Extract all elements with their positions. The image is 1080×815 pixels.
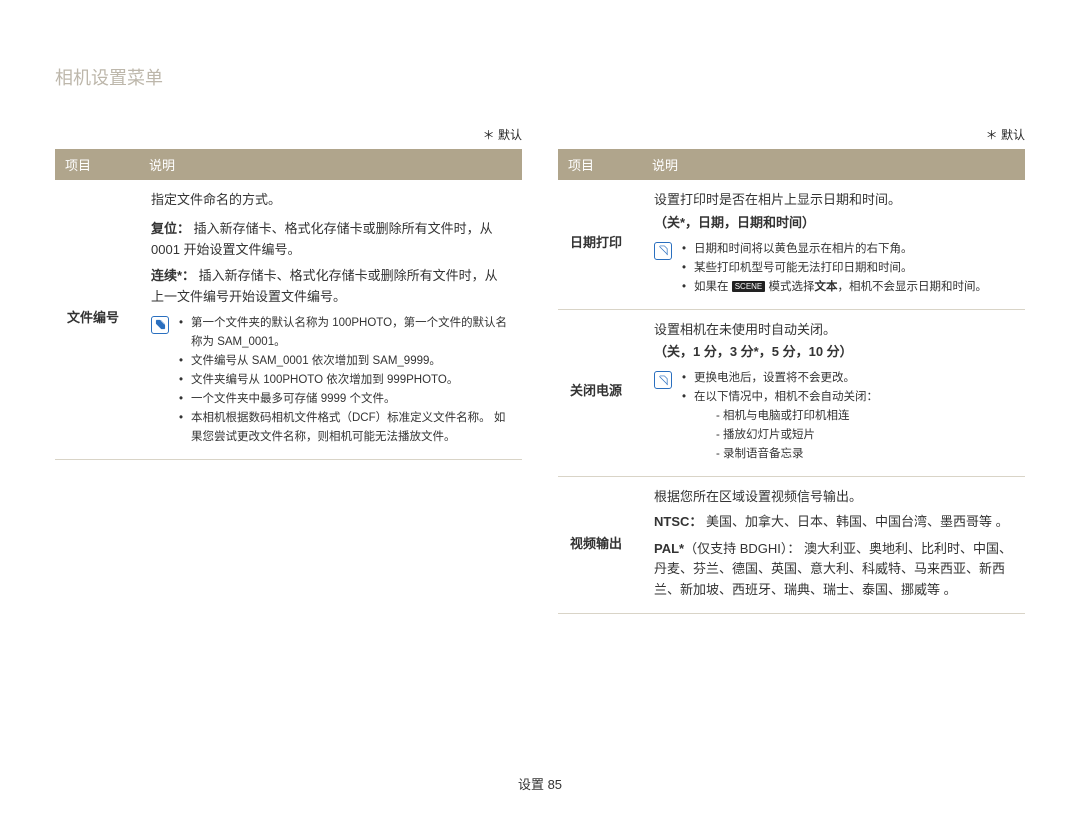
item-power-off: 关闭电源	[558, 309, 642, 476]
power-note-txt: 更换电池后，设置将不会更改。 在以下情况中，相机不会自动关闭： 相机与电脑或打印…	[682, 369, 878, 464]
columns: ＊ 默认 项目 说明 文件编号 指定文件命名的方式。 复位： 插入新存储卡、格式…	[55, 126, 1025, 614]
desc-file-number: 指定文件命名的方式。 复位： 插入新存储卡、格式化存储卡或删除所有文件时，从 0…	[139, 180, 522, 459]
list-item: 更换电池后，设置将不会更改。	[682, 369, 878, 388]
list-item: 本相机根据数码相机文件格式（DCF）标准定义文件名称。 如果您尝试更改文件名称，…	[179, 409, 510, 447]
list-item: 如果在 SCENE 模式选择文本，相机不会显示日期和时间。	[682, 278, 987, 297]
note-icon	[151, 316, 169, 334]
file-opt-reset: 复位： 插入新存储卡、格式化存储卡或删除所有文件时，从 0001 开始设置文件编…	[151, 219, 510, 261]
power-opts: （关，1 分，3 分*，5 分，10 分）	[654, 342, 1013, 363]
list-item: 第一个文件夹的默认名称为 100PHOTO，第一个文件的默认名称为 SAM_00…	[179, 314, 510, 352]
date-opts: （关*，日期，日期和时间）	[654, 213, 1013, 234]
power-intro: 设置相机在未使用时自动关闭。	[654, 320, 1013, 341]
mode-icon: SCENE	[732, 281, 766, 293]
right-table: 项目 说明 日期打印 设置打印时是否在相片上显示日期和时间。 （关*，日期，日期…	[558, 149, 1025, 614]
table-row: 文件编号 指定文件命名的方式。 复位： 插入新存储卡、格式化存储卡或删除所有文件…	[55, 180, 522, 459]
desc-power-off: 设置相机在未使用时自动关闭。 （关，1 分，3 分*，5 分，10 分） 更换电…	[642, 309, 1025, 476]
default-note-right: ＊ 默认	[558, 126, 1025, 143]
list-item: 在以下情况中，相机不会自动关闭： 相机与电脑或打印机相连 播放幻灯片或短片 录制…	[682, 388, 878, 464]
date-notes: 日期和时间将以黄色显示在相片的右下角。 某些打印机型号可能无法打印日期和时间。 …	[654, 240, 1013, 297]
video-ntsc: NTSC： 美国、加拿大、日本、韩国、中国台湾、墨西哥等 。	[654, 512, 1013, 533]
item-file-number: 文件编号	[55, 180, 139, 459]
page: 相机设置菜单 ＊ 默认 项目 说明 文件编号 指定文件命名的方式。 复位： 插入…	[0, 0, 1080, 614]
file-intro: 指定文件命名的方式。	[151, 190, 510, 211]
table-row: 日期打印 设置打印时是否在相片上显示日期和时间。 （关*，日期，日期和时间） 日…	[558, 180, 1025, 309]
item-date-print: 日期打印	[558, 180, 642, 309]
date-intro: 设置打印时是否在相片上显示日期和时间。	[654, 190, 1013, 211]
date-note-list: 日期和时间将以黄色显示在相片的右下角。 某些打印机型号可能无法打印日期和时间。 …	[682, 240, 987, 297]
note-icon	[654, 242, 672, 260]
desc-date-print: 设置打印时是否在相片上显示日期和时间。 （关*，日期，日期和时间） 日期和时间将…	[642, 180, 1025, 309]
page-title: 相机设置菜单	[55, 64, 1025, 90]
table-row: 关闭电源 设置相机在未使用时自动关闭。 （关，1 分，3 分*，5 分，10 分…	[558, 309, 1025, 476]
desc-video-out: 根据您所在区域设置视频信号输出。 NTSC： 美国、加拿大、日本、韩国、中国台湾…	[642, 476, 1025, 613]
video-pal: PAL*（仅支持 BDGHI）： 澳大利亚、奥地利、比利时、中国、丹麦、芬兰、德…	[654, 539, 1013, 601]
list-item: 录制语音备忘录	[706, 445, 878, 464]
page-footer: 设置 85	[0, 774, 1080, 793]
video-intro: 根据您所在区域设置视频信号输出。	[654, 487, 1013, 508]
left-table: 项目 说明 文件编号 指定文件命名的方式。 复位： 插入新存储卡、格式化存储卡或…	[55, 149, 522, 460]
file-opt-cont: 连续*： 插入新存储卡、格式化存储卡或删除所有文件时，从上一文件编号开始设置文件…	[151, 266, 510, 308]
list-item: 某些打印机型号可能无法打印日期和时间。	[682, 259, 987, 278]
power-notes: 更换电池后，设置将不会更改。 在以下情况中，相机不会自动关闭： 相机与电脑或打印…	[654, 369, 1013, 464]
list-item: 文件编号从 SAM_0001 依次增加到 SAM_9999。	[179, 352, 510, 371]
right-column: ＊ 默认 项目 说明 日期打印 设置打印时是否在相片上显示日期和时间。 （关*，…	[558, 126, 1025, 614]
item-video-out: 视频输出	[558, 476, 642, 613]
list-item: 相机与电脑或打印机相连	[706, 407, 878, 426]
list-item: 一个文件夹中最多可存储 9999 个文件。	[179, 390, 510, 409]
list-item: 日期和时间将以黄色显示在相片的右下角。	[682, 240, 987, 259]
left-column: ＊ 默认 项目 说明 文件编号 指定文件命名的方式。 复位： 插入新存储卡、格式…	[55, 126, 522, 614]
right-th-desc: 说明	[642, 149, 1025, 180]
default-note-left: ＊ 默认	[55, 126, 522, 143]
left-th-item: 项目	[55, 149, 139, 180]
list-item: 文件夹编号从 100PHOTO 依次增加到 999PHOTO。	[179, 371, 510, 390]
left-th-desc: 说明	[139, 149, 522, 180]
table-row: 视频输出 根据您所在区域设置视频信号输出。 NTSC： 美国、加拿大、日本、韩国…	[558, 476, 1025, 613]
file-notes: 第一个文件夹的默认名称为 100PHOTO，第一个文件的默认名称为 SAM_00…	[151, 314, 510, 447]
note-icon	[654, 371, 672, 389]
list-item: 播放幻灯片或短片	[706, 426, 878, 445]
right-th-item: 项目	[558, 149, 642, 180]
file-note-list: 第一个文件夹的默认名称为 100PHOTO，第一个文件的默认名称为 SAM_00…	[179, 314, 510, 447]
